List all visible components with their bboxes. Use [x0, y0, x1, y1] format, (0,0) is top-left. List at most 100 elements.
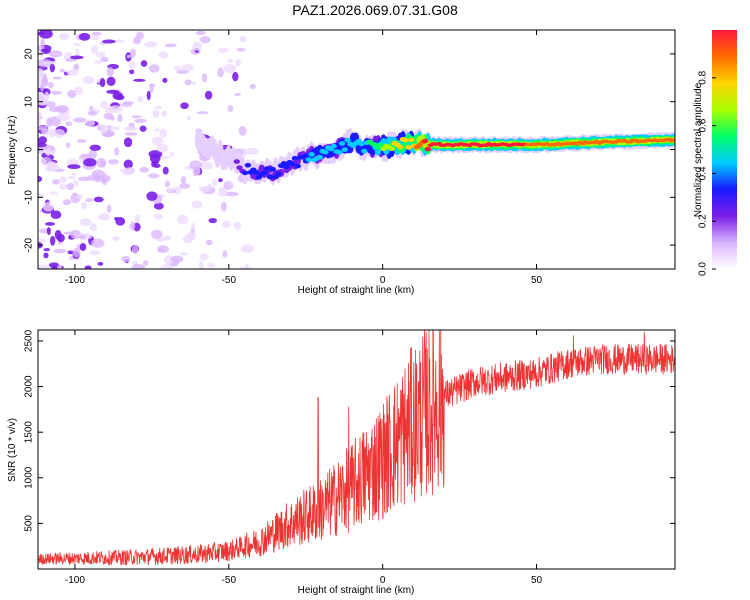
spectrogram-noise-blob [94, 60, 102, 64]
spectrogram-noise-blob [150, 229, 163, 240]
spectrogram-noise-blob [199, 36, 211, 44]
spectrogram-noise-blob [65, 121, 73, 126]
spectrogram-noise-blob [50, 90, 62, 95]
spectrogram-noise-blob [93, 196, 104, 203]
spectrogram-noise-blob [38, 31, 46, 36]
spectrogram-noise-blob [41, 77, 49, 87]
snr-x-tick-label: 0 [380, 575, 386, 586]
spectrogram-noise-blob [156, 144, 169, 153]
spectrogram-noise-blob [207, 183, 213, 188]
spectrogram-ridge-cell [330, 143, 337, 149]
spectrogram-noise-blob [73, 117, 87, 123]
spectrogram-noise-blob [164, 43, 177, 48]
spectrogram-noise-blob [106, 76, 116, 87]
spectrogram-noise-blob [131, 115, 142, 119]
spectrogram-ridge-cell [288, 161, 296, 167]
spectrogram-noise-blob [72, 179, 80, 186]
spectrogram-noise-blob [148, 64, 160, 73]
spectrogram-noise-blob [199, 253, 210, 261]
colorbar-tick-label: 0.2 [698, 214, 709, 228]
spectrogram-noise-blob [85, 119, 96, 127]
spectrogram-noise-blob [235, 58, 241, 67]
spectrogram-noise-blob [99, 124, 109, 134]
spectrogram-ridge-cell [336, 149, 343, 155]
spectrogram-noise-blob [107, 126, 121, 131]
spectrogram-noise-blob [80, 153, 92, 159]
spectrogram-ridge-cell [266, 174, 274, 180]
spectrogram-ridge [194, 128, 675, 185]
spectrogram-x-tick-label: -100 [65, 275, 85, 286]
spectrogram-noise-blob [59, 68, 66, 73]
spectrogram-noise-blob [139, 125, 147, 132]
spectrogram-noise-blob [249, 83, 256, 90]
snr-x-tick-label: -50 [222, 575, 237, 586]
spectrogram-noise-blob [102, 177, 108, 186]
snr-y-tick-label: 1500 [24, 421, 35, 444]
spectrogram-noise-blob [44, 147, 52, 156]
colorbar-tick-label: 0.0 [698, 262, 709, 276]
spectrogram-noise-blob [57, 264, 62, 269]
spectrogram-ridge-cell [294, 163, 301, 169]
spectrogram-noise-blob [89, 144, 101, 151]
colorbar-tick-label: 0.4 [698, 166, 709, 180]
spectrogram-y-tick-label: -20 [24, 237, 35, 252]
spectrogram-noise-blob [59, 176, 67, 183]
snr-x-tick-label: 50 [531, 575, 543, 586]
spectrogram-y-label: Frequency (Hz) [7, 116, 18, 185]
spectrogram-noise-blob [108, 105, 123, 113]
spectrogram-noise-blob [211, 178, 218, 187]
spectrogram-noise-blob [140, 60, 148, 67]
spectrogram-noise-blob [73, 64, 79, 70]
spectrogram-ridge-cell [316, 154, 324, 160]
spectrogram-noise-blob [176, 214, 189, 225]
spectrogram-ridge-cell [374, 147, 382, 156]
spectrogram-noise-blob [238, 266, 252, 269]
spectrogram-x-tick-label: 50 [531, 275, 543, 286]
snr-y-axis: 500 1000 1500 2000 2500 [24, 329, 675, 532]
spectrogram-noise-blob [115, 94, 125, 101]
spectrogram-noise-blob [124, 132, 138, 136]
spectrogram-noise-blob [157, 245, 169, 254]
spectrogram-noise-blob [217, 67, 224, 78]
spectrogram-noise-blob [130, 48, 136, 58]
spectrogram-ridge-cell [344, 137, 351, 143]
spectrogram-noise-blob [153, 163, 161, 168]
spectrogram-noise-blob [48, 106, 63, 113]
spectrogram-noise-blob [189, 160, 203, 170]
spectrogram-noise-blob [50, 210, 62, 219]
spectrogram-noise-blob [204, 90, 213, 100]
spectrogram-noise-blob [146, 90, 151, 101]
spectrogram-noise-blob [76, 194, 83, 200]
spectrogram-noise-blob [56, 113, 70, 121]
spectrogram-noise-blob [144, 41, 158, 48]
spectrogram-noise-blob [41, 128, 51, 136]
spectrogram-noise-blob [226, 181, 234, 186]
spectrogram-noise-blob [67, 176, 77, 180]
spectrogram-noise-blob [128, 61, 136, 69]
spectrogram-noise-blob [98, 213, 111, 221]
spectrogram-ridge-cell [305, 157, 313, 162]
spectrogram-noise-blob [73, 86, 83, 96]
spectrogram-noise-blob [143, 260, 149, 266]
spectrogram-noise-blob [154, 105, 163, 110]
spectrogram-noise-blob [146, 191, 158, 202]
spectrogram-ridge-cell [402, 137, 409, 143]
spectrogram-noise-blob [49, 235, 56, 246]
spectrogram-noise-blob [114, 39, 125, 43]
spectrogram-noise-blob [43, 252, 49, 259]
spectrogram-noise-blob [117, 113, 123, 123]
spectrogram-noise-blob [38, 44, 42, 54]
spectrogram-noise-blob [179, 251, 188, 256]
spectrogram-noise-blob [184, 79, 193, 86]
spectrogram-noise-blob [79, 242, 87, 251]
spectrogram-ridge-cell [408, 137, 415, 143]
spectrogram-noise-blob [174, 65, 182, 71]
spectrogram-noise-blob [56, 233, 65, 243]
spectrogram-noise-blob [170, 255, 184, 263]
spectrogram-noise-blob [86, 175, 99, 181]
spectrogram-noise-blob [42, 201, 55, 212]
spectrogram-noise-blob [100, 160, 106, 168]
spectrogram-noise-blob [109, 116, 115, 121]
spectrogram-noise-blob [137, 95, 144, 103]
